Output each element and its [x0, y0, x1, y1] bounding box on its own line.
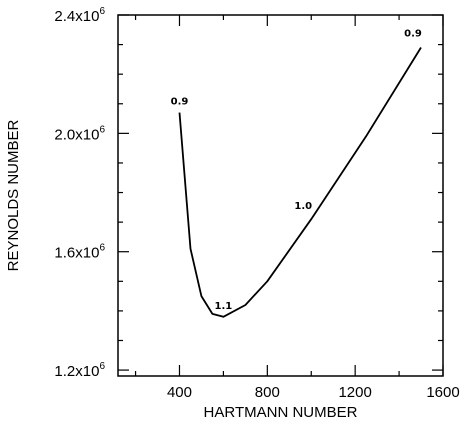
annotation-label: 0.9 — [404, 29, 422, 40]
annotation-label: 1.1 — [215, 301, 233, 312]
series-line-0 — [178, 47, 422, 318]
plot-frame — [117, 14, 444, 377]
annotations: 0.9 1.1 1.0 0.9 — [171, 29, 422, 312]
plot-area — [117, 14, 444, 377]
annotation-label: 0.9 — [171, 97, 189, 108]
series-group — [178, 47, 422, 318]
x-tick-label: 400 — [167, 384, 192, 401]
x-tick-label: 1200 — [338, 384, 371, 401]
x-axis-title: HARTMANN NUMBER — [204, 404, 358, 421]
y-axis-title: REYNOLDS NUMBER — [5, 119, 22, 271]
x-tick-labels: 400 800 1200 1600 — [167, 384, 460, 401]
y-tick-label: 2.4x106 — [54, 6, 105, 25]
axis-ticks — [118, 14, 444, 376]
x-tick-label: 800 — [255, 384, 280, 401]
y-tick-labels: 1.2x106 1.6x106 2.0x106 2.4x106 — [54, 6, 105, 380]
x-tick-label: 1600 — [426, 384, 459, 401]
y-tick-label: 2.0x106 — [54, 124, 105, 143]
annotation-label: 1.0 — [294, 201, 312, 212]
y-tick-label: 1.6x106 — [54, 243, 105, 262]
y-tick-label: 1.2x106 — [54, 361, 105, 380]
